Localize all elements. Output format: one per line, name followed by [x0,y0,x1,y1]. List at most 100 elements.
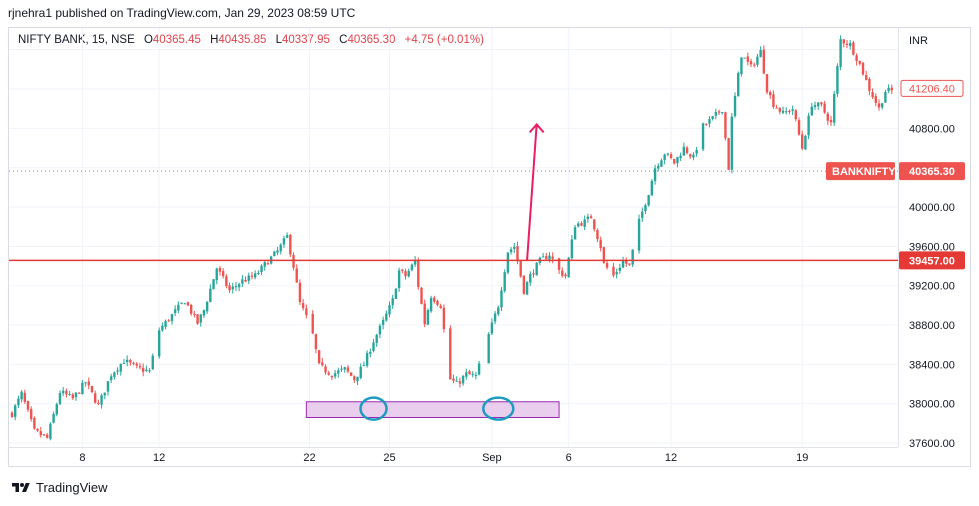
candle-body [535,262,538,276]
candle-body [679,155,682,158]
candle-body [660,160,663,167]
candle-body [458,381,462,384]
candle-body [58,393,62,405]
open-label: O [143,34,153,46]
candle-body [221,270,225,277]
candle-body [74,392,78,398]
candle-body [602,247,606,263]
change-value: +4.75 (+0.01%) [404,34,484,46]
candle-body [413,260,417,265]
symbol-name[interactable]: NIFTY BANK, 15, NSE [18,34,135,46]
candle-body [669,154,673,159]
candle-body [404,271,407,277]
candle-body [119,363,122,372]
candle-body [861,62,865,75]
candle-body [858,60,862,64]
candle-body [781,110,785,113]
candle-body [103,392,106,396]
candle-body [842,39,846,44]
candle-body [468,371,471,375]
candle-body [186,302,190,306]
candle-body [740,57,743,75]
candle-body [417,260,420,287]
symbol-name-label-box [826,162,895,181]
chart-frame [8,27,971,467]
candle-body [708,119,711,124]
candle-body [266,263,270,265]
candle-body [733,96,737,117]
candle-body [97,402,100,405]
up-arrow-shaft [526,124,538,261]
candle-body [93,393,97,403]
candle-body [644,205,647,211]
candle-body [173,309,177,314]
candle-body [244,279,247,282]
candle-body [753,64,756,66]
candle-body [228,285,231,291]
candle-body [394,288,398,299]
candle-body [100,395,103,405]
candle-body [122,362,126,364]
candle-body [81,382,84,395]
candle-body [487,333,490,364]
candle-body [474,374,478,376]
candle-body [829,119,833,123]
y-tick-label: 39600.00 [909,241,955,253]
brand-name: TradingView [36,480,108,495]
candle-body [653,168,657,182]
close-value: 40365.30 [347,34,396,46]
currency-label: INR [909,35,928,47]
candle-body [810,106,814,116]
candle-body [151,355,154,370]
candle-body [817,102,820,107]
candle-body [157,330,161,357]
candle-body [513,246,516,249]
candle-body [701,123,705,150]
candle-body [881,103,884,108]
candle-body [557,258,561,271]
candle-body [199,314,202,323]
candle-body [628,263,631,265]
candle-body [90,385,94,393]
candle-body [321,362,324,366]
candle-body [116,370,119,372]
candle-body [839,39,842,67]
candle-body [183,303,186,305]
high-value: 40435.85 [218,34,267,46]
low-label: L [275,34,282,46]
candle-body [285,235,289,238]
candle-body [570,239,574,259]
candle-body [49,423,52,439]
candle-body [820,102,823,105]
candle-body [141,367,145,372]
candle-body [855,55,858,62]
candle-body [388,305,391,315]
candle-body [109,376,113,380]
y-tick-label: 38000.00 [909,399,955,411]
candle-body [29,409,33,420]
price-label-text: 40365.30 [909,166,955,178]
candle-body [369,351,372,354]
tradingview-brand[interactable]: TradingView [10,480,108,495]
candle-body [586,216,590,220]
candle-body [890,87,894,91]
candle-body [676,156,679,164]
publish-note: rjnehra1 published on TradingView.com, J… [8,6,356,20]
candle-body [769,92,772,96]
candle-body [791,109,794,111]
candle-body [772,94,775,107]
candle-body [106,381,110,392]
highlight-circle [359,396,388,421]
candle-body [410,264,414,271]
candle-body [429,297,433,312]
support-zone [305,401,560,418]
candle-body [401,269,404,271]
candle-body [330,375,334,378]
candle-body [823,103,826,113]
candle-body [45,434,49,438]
candle-body [273,251,276,257]
candle-body [365,353,369,366]
candle-body [868,78,871,91]
candle-body [673,158,676,164]
